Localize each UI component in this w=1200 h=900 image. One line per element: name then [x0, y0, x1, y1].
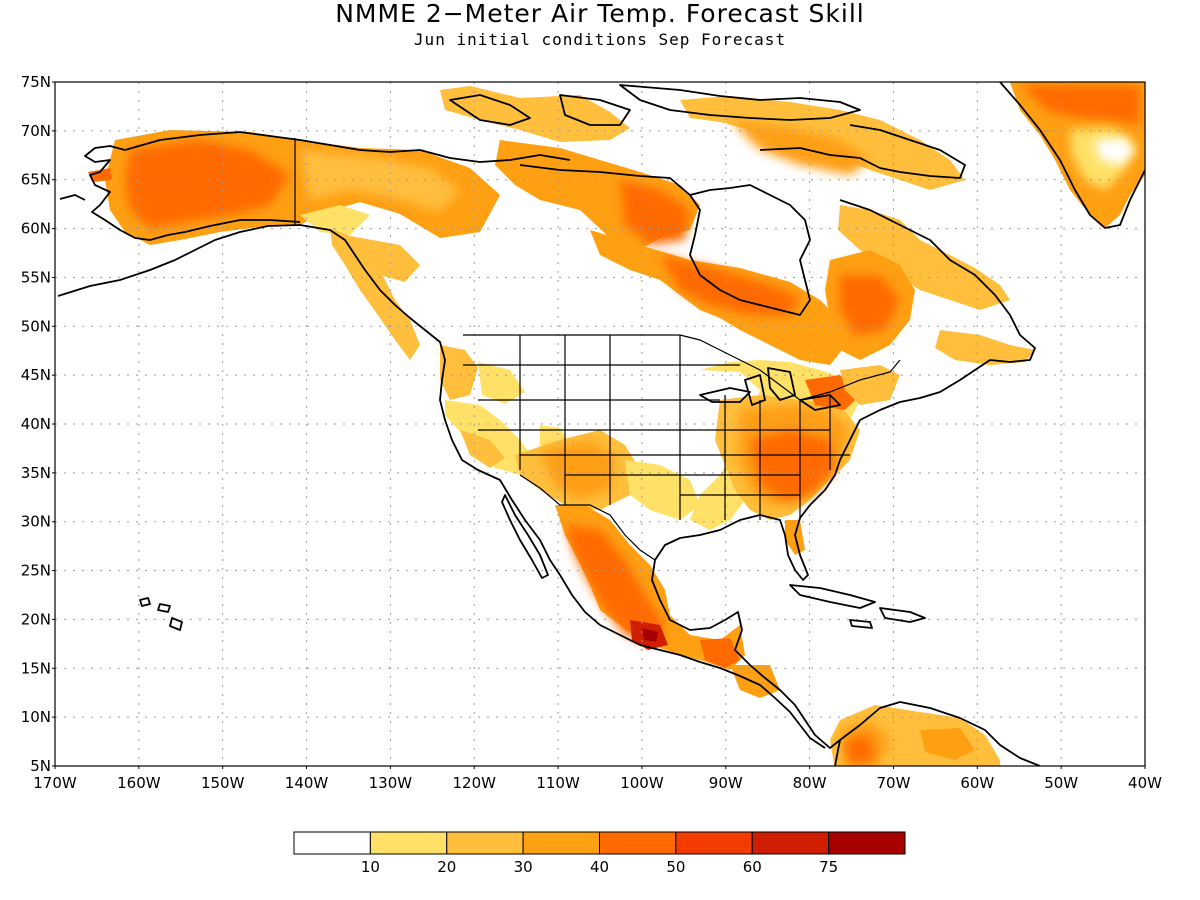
lat-tick-label: 30N: [21, 513, 51, 531]
longitude-tick-labels: 170W 160W 150W 140W 130W 120W 110W 100W 90W 80W 70…: [33, 766, 1162, 792]
colorbar-swatch: [369, 831, 448, 855]
lon-tick-label: 40W: [1128, 774, 1162, 792]
lat-tick-label: 45N: [21, 366, 51, 384]
colorbar-label: 10: [361, 858, 380, 876]
colorbar-swatch: [675, 831, 753, 855]
lon-tick-label: 120W: [452, 774, 496, 792]
colorbar-label: 50: [666, 858, 685, 876]
lat-tick-label: 70N: [21, 122, 51, 140]
colorbar-label: 40: [590, 858, 609, 876]
lon-tick-label: 100W: [620, 774, 664, 792]
colorbar-swatch: [293, 831, 371, 855]
lon-tick-label: 160W: [117, 774, 161, 792]
lon-tick-label: 50W: [1044, 774, 1078, 792]
lon-tick-label: 80W: [793, 774, 827, 792]
colorbar-swatch: [522, 831, 600, 855]
lon-tick-label: 90W: [709, 774, 743, 792]
latitude-tick-labels: 5N 10N 15N 20N 25N 30N 35N 40N 45N 50N 55N 60N 65N 70…: [21, 73, 55, 775]
lat-tick-label: 10N: [21, 708, 51, 726]
lat-tick-label: 35N: [21, 464, 51, 482]
lon-tick-label: 140W: [285, 774, 329, 792]
colorbar-swatch: [599, 831, 677, 855]
colorbar-label: 60: [743, 858, 762, 876]
political-borders: [294, 138, 901, 561]
lat-tick-label: 15N: [21, 659, 51, 677]
lat-tick-label: 20N: [21, 610, 51, 628]
lon-tick-label: 70W: [877, 774, 911, 792]
lat-tick-label: 5N: [30, 757, 51, 775]
lat-tick-label: 40N: [21, 415, 51, 433]
lat-tick-label: 50N: [21, 317, 51, 335]
lat-tick-label: 25N: [21, 562, 51, 580]
grid-lines: [55, 82, 1145, 766]
lon-tick-label: 170W: [33, 774, 77, 792]
map-subtitle: Jun initial conditions Sep Forecast: [414, 30, 786, 49]
lon-tick-label: 130W: [369, 774, 413, 792]
skill-shading: [88, 82, 1145, 766]
lon-tick-label: 60W: [960, 774, 994, 792]
colorbar-label: 75: [819, 858, 838, 876]
lat-tick-label: 65N: [21, 171, 51, 189]
lat-tick-label: 55N: [21, 268, 51, 286]
lat-tick-label: 75N: [21, 73, 51, 91]
colorbar-swatch: [446, 831, 524, 855]
coastlines: [57, 82, 1145, 766]
map-title: NMME 2−Meter Air Temp. Forecast Skill: [335, 0, 865, 28]
colorbar-swatch: [828, 831, 906, 855]
colorbar: 10 20 30 40 50 60 75: [293, 831, 906, 876]
lon-tick-label: 150W: [201, 774, 245, 792]
colorbar-swatch: [751, 831, 830, 855]
lon-tick-label: 110W: [536, 774, 580, 792]
colorbar-label: 30: [514, 858, 533, 876]
colorbar-label: 20: [437, 858, 456, 876]
lat-tick-label: 60N: [21, 220, 51, 238]
